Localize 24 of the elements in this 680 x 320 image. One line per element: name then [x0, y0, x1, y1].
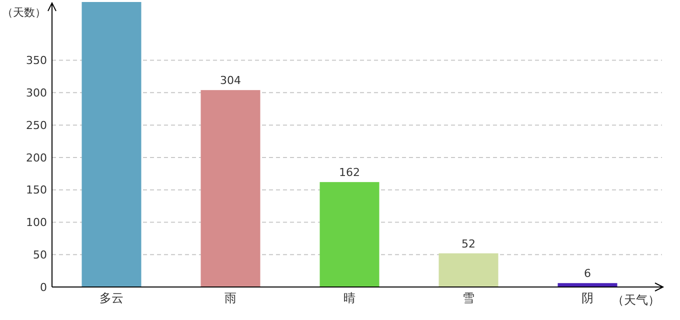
- x-tick-label: 雪: [462, 291, 474, 305]
- data-label: 162: [339, 166, 360, 180]
- bar: [82, 2, 142, 287]
- y-tick-label: 350: [26, 54, 47, 68]
- bar: [438, 253, 498, 287]
- data-label: 304: [220, 74, 241, 88]
- x-tick-label: 晴: [344, 291, 356, 305]
- y-tick-label: 200: [26, 151, 47, 164]
- y-tick-label: 100: [26, 216, 47, 230]
- data-label: 6: [584, 267, 591, 280]
- x-tick-label: 雨: [224, 291, 236, 305]
- bar: [558, 283, 618, 287]
- y-tick-label: 150: [26, 184, 47, 197]
- y-tick-label: 300: [26, 86, 47, 100]
- y-tick-label: 50: [33, 248, 47, 262]
- y-tick-label: 250: [26, 118, 47, 132]
- x-tick-label: 阴: [582, 291, 594, 305]
- bar: [200, 90, 260, 287]
- x-tick-label: 多云: [100, 291, 124, 305]
- y-axis-title: （天数）: [2, 6, 46, 19]
- data-label: 52: [462, 237, 476, 250]
- bar: [320, 182, 380, 287]
- x-axis-title: （天气）: [612, 293, 660, 307]
- y-tick-label: 0: [40, 280, 47, 294]
